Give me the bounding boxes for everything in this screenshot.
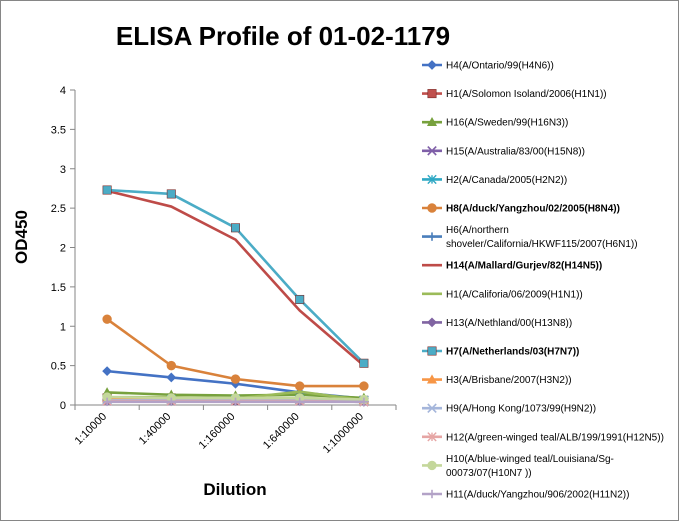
- legend-label: H16(A/Sweden/99(H16N3)): [446, 118, 568, 129]
- y-tick-label: 3.5: [51, 124, 66, 136]
- legend-label: H6(A/northern shoveler/California/HKWF115…: [446, 225, 638, 250]
- series-5: [102, 314, 369, 391]
- y-tick-label: 0: [60, 400, 66, 412]
- legend-marker: [427, 403, 437, 413]
- data-point: [359, 397, 369, 407]
- legend-label: H14(A/Mallard/Gurjev/82(H14N5)): [446, 261, 602, 272]
- legend-entry: H10(A/blue-winged teal/Louisiana/Sg-0007…: [422, 454, 614, 479]
- data-point: [102, 366, 113, 377]
- legend-marker: [426, 374, 438, 384]
- y-tick-label: 2: [60, 243, 66, 255]
- legend-marker: [427, 317, 437, 328]
- x-tick-label: 1:10000: [73, 411, 110, 448]
- legend-label: H10(A/blue-winged teal/Louisiana/Sg-0007…: [446, 454, 614, 479]
- legend-entry: H12(A/green-winged teal/ALB/199/1991(H12…: [422, 432, 664, 443]
- x-axis-title: Dilution: [203, 480, 266, 499]
- legend: H4(A/Ontario/99(H4N6)) H1(A/Solomon Isola…: [422, 60, 664, 501]
- legend-entry: H16(A/Sweden/99(H16N3)): [422, 116, 568, 129]
- y-tick-label: 4: [60, 85, 66, 97]
- legend-label: H3(A/Brisbane/2007(H3N2)): [446, 375, 572, 386]
- legend-entry: H2(A/Canada/2005(H2N2)): [422, 174, 567, 186]
- data-point: [295, 294, 305, 304]
- data-point: [230, 374, 241, 384]
- x-tick-label: 1:40000: [137, 411, 174, 448]
- legend-label: H9(A/Hong Kong/1073/99(H9N2)): [446, 404, 596, 415]
- data-point: [102, 397, 112, 407]
- legend-entry: H8(A/duck/Yangzhou/02/2005(H8N4)): [422, 203, 620, 215]
- data-point: [102, 314, 112, 324]
- legend-label: H13(A/Nethland/00(H13N8)): [446, 318, 572, 329]
- legend-label: H4(A/Ontario/99(H4N6)): [446, 61, 554, 72]
- legend-marker: [426, 116, 438, 127]
- legend-marker: [427, 489, 437, 499]
- legend-marker: [427, 203, 437, 213]
- legend-entry: H15(A/Australia/83/00(H15N8)): [422, 146, 585, 157]
- legend-marker: [427, 89, 437, 99]
- data-point: [102, 185, 112, 195]
- data-point: [295, 381, 305, 391]
- legend-entry: H7(A/Netherlands/03(H7N7)): [422, 346, 579, 358]
- legend-entry: H9(A/Hong Kong/1073/99(H9N2)): [422, 403, 596, 415]
- series-15: [102, 397, 369, 407]
- legend-label: H2(A/Canada/2005(H2N2)): [446, 175, 567, 186]
- legend-label: H11(A/duck/Yangzhou/906/2002(H11N2)): [446, 490, 629, 501]
- legend-marker: [427, 460, 437, 471]
- legend-marker: [427, 232, 437, 241]
- legend-marker: [427, 146, 437, 156]
- legend-entry: H6(A/northern shoveler/California/HKWF115…: [422, 225, 638, 250]
- series-10: [102, 185, 369, 368]
- x-tick-label: 1:640000: [261, 411, 302, 452]
- y-tick-label: 3: [60, 164, 66, 176]
- legend-label: H1(A/Califoria/06/2009(H1N1)): [446, 289, 583, 300]
- y-tick-label: 2.5: [51, 203, 66, 215]
- legend-entry: H1(A/Califoria/06/2009(H1N1)): [422, 289, 583, 300]
- legend-marker: [427, 60, 437, 70]
- series-7: [106, 189, 365, 367]
- data-point: [359, 358, 369, 368]
- x-tick-label: 1:160000: [197, 411, 238, 452]
- y-tick-label: 1.5: [51, 282, 66, 294]
- legend-marker: [427, 432, 437, 442]
- series-line: [107, 188, 365, 365]
- data-point: [231, 223, 241, 233]
- legend-entry: H1(A/Solomon Isoland/2006(H1N1)): [422, 89, 607, 100]
- plot-area: 0 0.5 1 1.5 2 2.5 3 3.5 4 1:10000 1:40000 1:160000 1…: [51, 85, 397, 456]
- chart-title: ELISA Profile of 01-02-1179: [116, 21, 450, 51]
- y-tick-label: 1: [60, 321, 66, 333]
- y-axis-title: OD450: [12, 210, 31, 264]
- legend-marker: [427, 174, 437, 185]
- legend-marker: [427, 346, 437, 356]
- legend-entry: H14(A/Mallard/Gurjev/82(H14N5)): [422, 261, 602, 272]
- data-point: [167, 397, 176, 407]
- legend-entry: H13(A/Nethland/00(H13N8)): [422, 317, 572, 329]
- series-line: [106, 189, 365, 367]
- legend-entry: H3(A/Brisbane/2007(H3N2)): [422, 374, 572, 386]
- y-tick-label: 0.5: [51, 361, 66, 373]
- data-point: [166, 360, 177, 371]
- legend-entry: H11(A/duck/Yangzhou/906/2002(H11N2)): [422, 490, 629, 501]
- legend-label: H12(A/green-winged teal/ALB/199/1991(H12…: [446, 432, 664, 443]
- legend-label: H15(A/Australia/83/00(H15N8)): [446, 146, 585, 157]
- data-point: [359, 381, 369, 391]
- data-point: [295, 397, 304, 407]
- x-tick-label: 1:1000000: [321, 411, 366, 456]
- legend-label: H1(A/Solomon Isoland/2006(H1N1)): [446, 89, 607, 100]
- data-point: [166, 189, 176, 199]
- legend-label: H7(A/Netherlands/03(H7N7)): [446, 347, 579, 358]
- data-point: [166, 372, 177, 383]
- legend-label: H8(A/duck/Yangzhou/02/2005(H8N4)): [446, 204, 620, 215]
- legend-entry: H4(A/Ontario/99(H4N6)): [422, 60, 554, 72]
- data-point: [231, 397, 240, 407]
